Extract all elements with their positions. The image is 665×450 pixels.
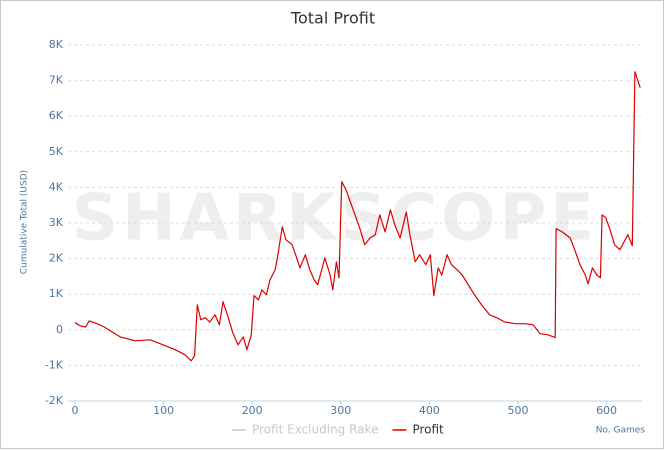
x-tick-label: 100 xyxy=(153,404,174,417)
profit-line xyxy=(74,71,641,362)
y-axis-label: Cumulative Total (USD) xyxy=(20,170,30,274)
y-tick-label: 3K xyxy=(49,216,64,229)
chart-title: Total Profit xyxy=(290,9,375,28)
legend-label: Profit Excluding Rake xyxy=(252,423,378,437)
legend-label: Profit xyxy=(412,423,444,437)
y-tick-label: 6K xyxy=(49,109,64,122)
watermark: SHARKSCOPE xyxy=(72,182,598,256)
y-tick-label: 5K xyxy=(49,145,64,158)
x-tick-label: 0 xyxy=(72,404,79,417)
x-tick-label: 400 xyxy=(419,404,440,417)
y-tick-label: -2K xyxy=(45,394,64,407)
y-tick-label: 4K xyxy=(49,180,64,193)
x-axis-label: No. Games xyxy=(596,426,646,436)
y-tick-label: 0 xyxy=(56,323,63,336)
x-tick-label: 200 xyxy=(242,404,263,417)
x-tick-label: 300 xyxy=(330,404,351,417)
y-tick-label: 8K xyxy=(49,38,64,51)
y-tick-label: -1K xyxy=(45,358,64,371)
y-tick-label: 2K xyxy=(49,252,64,265)
x-tick-label: 600 xyxy=(596,404,617,417)
y-tick-label: 1K xyxy=(49,287,64,300)
x-tick-label: 500 xyxy=(507,404,528,417)
y-tick-label: 7K xyxy=(49,74,64,87)
